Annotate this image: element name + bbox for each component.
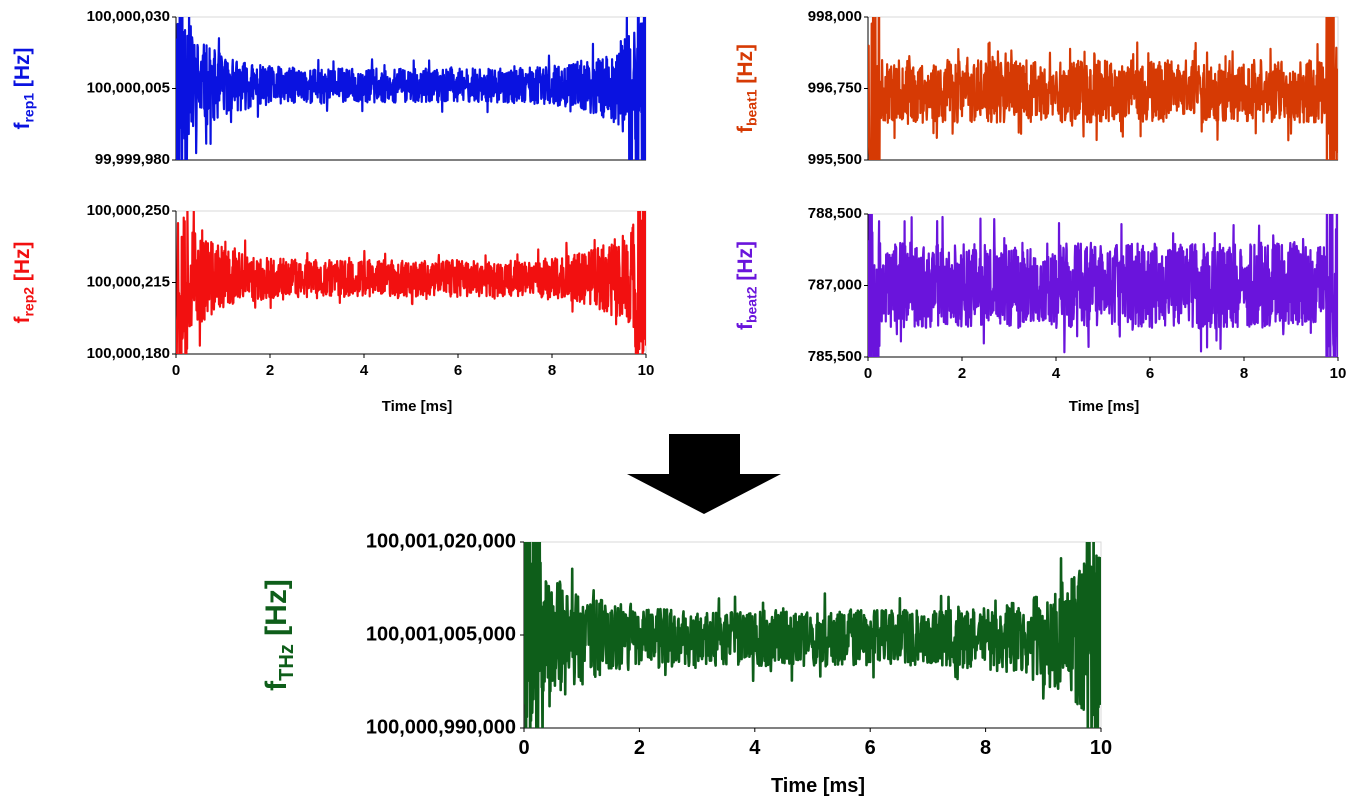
y-tick-label: 100,000,180 xyxy=(87,345,170,362)
y-axis-label: frep2 [Hz] xyxy=(11,241,37,323)
y-tick-label: 100,000,250 xyxy=(87,202,170,219)
x-tick-label: 2 xyxy=(266,362,274,379)
x-axis-label: Time [ms] xyxy=(382,398,453,415)
chart-frep1: 99,999,980 100,000,005 100,000,030 frep1 [H… xyxy=(11,8,647,168)
y-tick-label: 100,001,020,000 xyxy=(366,530,516,552)
y-axis-label: fbeat1 [Hz] xyxy=(734,44,760,133)
x-tick-label: 6 xyxy=(1146,365,1154,382)
series-line-frep2 xyxy=(176,211,646,354)
chart-fbeat2: 785,500 787,000 788,500 0 2 4 6 8 10 Time [ms] fbe… xyxy=(734,205,1347,415)
x-tick-label: 10 xyxy=(1330,365,1347,382)
x-tick-label: 8 xyxy=(1240,365,1248,382)
x-tick-label: 2 xyxy=(958,365,966,382)
series-line-fthz xyxy=(524,542,1101,728)
x-axis-label: Time [ms] xyxy=(771,775,865,797)
y-axis-label: fTHz [Hz] xyxy=(260,579,298,691)
y-tick-label: 99,999,980 xyxy=(95,151,170,168)
x-tick-label: 8 xyxy=(980,737,991,759)
x-tick-label: 4 xyxy=(360,362,369,379)
y-axis-label: frep1 [Hz] xyxy=(11,47,37,129)
y-tick-label: 785,500 xyxy=(808,348,862,365)
series-line-fbeat2 xyxy=(868,214,1338,357)
y-tick-label: 100,000,005 xyxy=(87,79,170,96)
y-tick-label: 100,000,030 xyxy=(87,8,170,25)
series-line-fbeat1 xyxy=(868,17,1338,160)
x-tick-label: 2 xyxy=(634,737,645,759)
x-tick-label: 10 xyxy=(638,362,655,379)
x-tick-label: 4 xyxy=(1052,365,1061,382)
y-tick-label: 100,001,005,000 xyxy=(366,623,516,645)
y-tick-label: 100,000,215 xyxy=(87,273,170,290)
chart-fthz: 100,000,990,000 100,001,005,000 100,001,02… xyxy=(260,530,1112,797)
x-tick-label: 4 xyxy=(749,737,761,759)
chart-frep2: 100,000,180 100,000,215 100,000,250 0 2 4 6 8 10… xyxy=(11,202,655,415)
x-tick-label: 0 xyxy=(172,362,180,379)
y-tick-label: 996,750 xyxy=(808,79,862,96)
x-tick-label: 6 xyxy=(454,362,462,379)
series-line-frep1 xyxy=(176,17,646,160)
x-tick-label: 10 xyxy=(1090,737,1112,759)
x-tick-label: 6 xyxy=(865,737,876,759)
chart-fbeat1: 995,500 996,750 998,000 fbeat1 [Hz] xyxy=(734,8,1339,168)
y-tick-label: 100,000,990,000 xyxy=(366,716,516,738)
x-tick-label: 8 xyxy=(548,362,556,379)
x-axis-label: Time [ms] xyxy=(1069,398,1140,415)
x-tick-label: 0 xyxy=(864,365,872,382)
y-tick-label: 787,000 xyxy=(808,276,862,293)
y-axis-label: fbeat2 [Hz] xyxy=(734,241,760,330)
y-tick-label: 998,000 xyxy=(808,8,862,25)
y-tick-label: 995,500 xyxy=(808,151,862,168)
x-tick-label: 0 xyxy=(518,737,529,759)
y-tick-label: 788,500 xyxy=(808,205,862,222)
down-arrow-icon xyxy=(627,434,781,514)
